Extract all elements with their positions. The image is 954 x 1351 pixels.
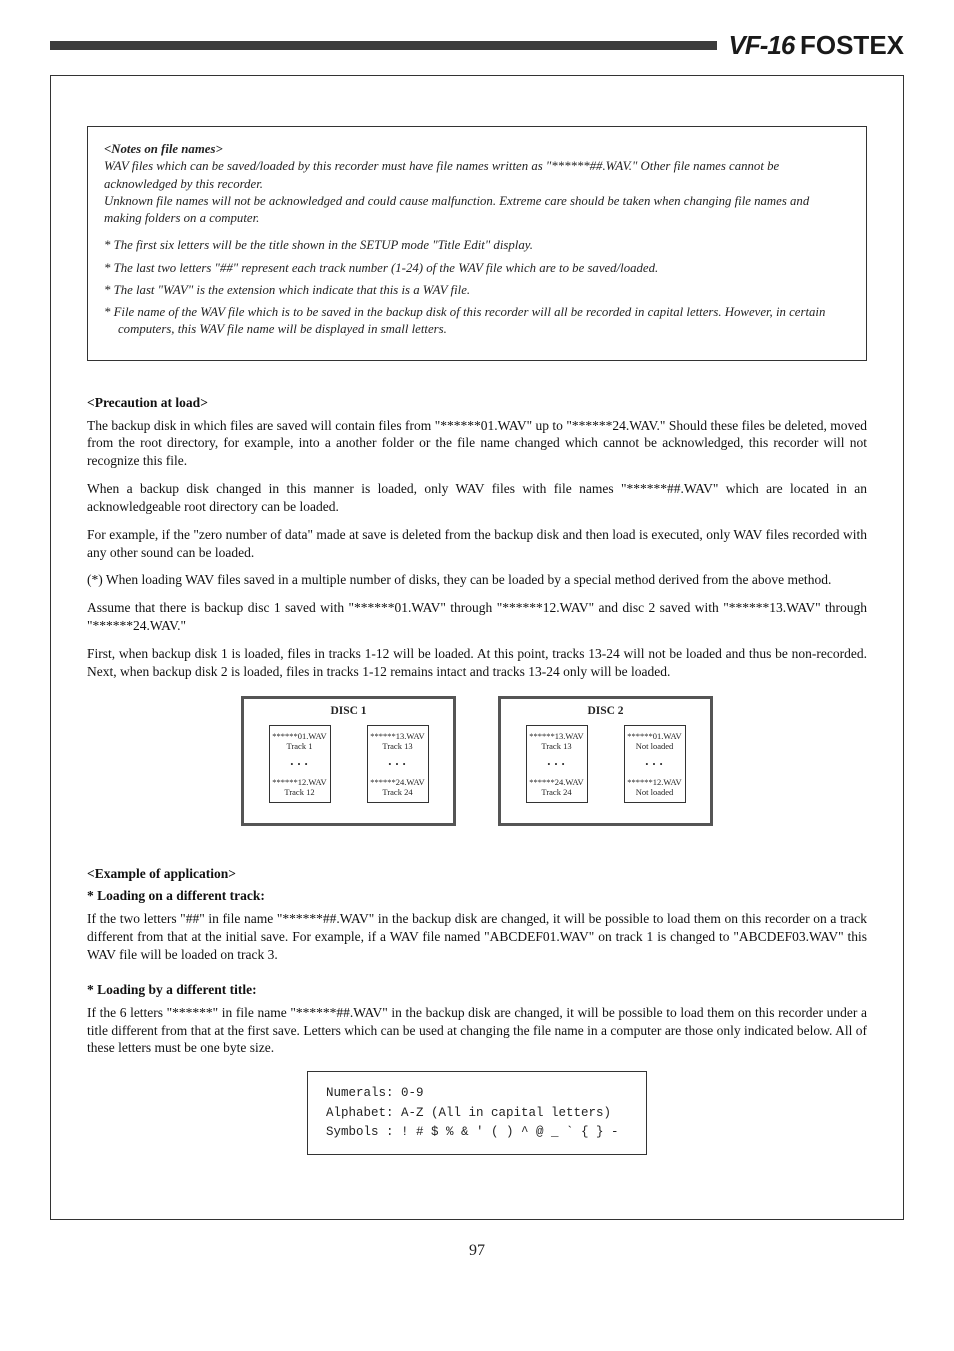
charbox-line3: Symbols : ! # $ % & ' ( ) ^ @ _ ` { } -: [326, 1123, 628, 1142]
disk-diagram-row: DISC 1 ******01.WAV Track 1 • • • ******…: [87, 696, 867, 826]
notes-box: <Notes on file names> WAV files which ca…: [87, 126, 867, 361]
disk-dots: • • •: [527, 760, 587, 770]
precaution-p1: The backup disk in which files are saved…: [87, 417, 867, 470]
disk-2-inner-b: ******01.WAV Not loaded • • • ******12.W…: [624, 725, 686, 803]
disk-inner-bottom: ******24.WAV Track 24: [527, 778, 587, 798]
disk-1-label: DISC 1: [244, 705, 453, 717]
precaution-p5: Assume that there is backup disc 1 saved…: [87, 599, 867, 635]
disk-dots: • • •: [625, 760, 685, 770]
disk-1-inner-a: ******01.WAV Track 1 • • • ******12.WAV …: [269, 725, 331, 803]
disk-2-row: ******13.WAV Track 13 • • • ******24.WAV…: [501, 725, 710, 803]
disk-inner-bottom: ******12.WAV Not loaded: [625, 778, 685, 798]
disk-2: DISC 2 ******13.WAV Track 13 • • • *****…: [498, 696, 713, 826]
precaution-p2: When a backup disk changed in this manne…: [87, 480, 867, 516]
application-sub1: * Loading on a different track:: [87, 888, 867, 904]
notes-intro: <Notes on file names> WAV files which ca…: [104, 141, 850, 227]
disk-inner-bottom: ******12.WAV Track 12: [270, 778, 330, 798]
disk-dots: • • •: [368, 760, 428, 770]
page-number: 97: [50, 1242, 904, 1260]
disk-2-label: DISC 2: [501, 705, 710, 717]
precaution-p3: For example, if the "zero number of data…: [87, 526, 867, 562]
charbox-line1: Numerals: 0-9: [326, 1084, 628, 1103]
disk-2-inner-a: ******13.WAV Track 13 • • • ******24.WAV…: [526, 725, 588, 803]
notes-item: * The last "WAV" is the extension which …: [104, 282, 850, 299]
disk-dots: • • •: [270, 760, 330, 770]
disk-inner-label: ******01.WAV Track 1: [270, 732, 330, 752]
notes-item: * The last two letters "##" represent ea…: [104, 260, 850, 277]
content-frame: <Notes on file names> WAV files which ca…: [50, 75, 904, 1220]
notes-item: * The first six letters will be the titl…: [104, 237, 850, 254]
header-logo: VF-16 FOSTEX: [729, 30, 905, 61]
disk-1-row: ******01.WAV Track 1 • • • ******12.WAV …: [244, 725, 453, 803]
header-bar: VF-16 FOSTEX: [50, 30, 904, 61]
character-box: Numerals: 0-9 Alphabet: A-Z (All in capi…: [307, 1071, 647, 1155]
model-label: VF-16: [729, 30, 795, 60]
charbox-line2: Alphabet: A-Z (All in capital letters): [326, 1104, 628, 1123]
notes-title: <Notes on file names>: [104, 142, 223, 156]
notes-intro-text: WAV files which can be saved/loaded by t…: [104, 159, 809, 225]
notes-list: * The first six letters will be the titl…: [104, 237, 850, 338]
header-rule: [50, 41, 717, 50]
disk-inner-label: ******13.WAV Track 13: [527, 732, 587, 752]
page: VF-16 FOSTEX <Notes on file names> WAV f…: [0, 0, 954, 1300]
brand-label: FOSTEX: [800, 30, 904, 60]
application-sub2: * Loading by a different title:: [87, 982, 867, 998]
application-p1: If the two letters "##" in file name "**…: [87, 910, 867, 963]
disk-inner-label: ******13.WAV Track 13: [368, 732, 428, 752]
precaution-p6: First, when backup disk 1 is loaded, fil…: [87, 645, 867, 681]
application-p2: If the 6 letters "******" in file name "…: [87, 1004, 867, 1057]
application-title: <Example of application>: [87, 866, 867, 882]
precaution-p4: (*) When loading WAV files saved in a mu…: [87, 571, 867, 589]
notes-item: * File name of the WAV file which is to …: [104, 304, 850, 339]
disk-inner-bottom: ******24.WAV Track 24: [368, 778, 428, 798]
disk-1: DISC 1 ******01.WAV Track 1 • • • ******…: [241, 696, 456, 826]
precaution-title: <Precaution at load>: [87, 395, 867, 411]
disk-1-inner-b: ******13.WAV Track 13 • • • ******24.WAV…: [367, 725, 429, 803]
disk-inner-label: ******01.WAV Not loaded: [625, 732, 685, 752]
